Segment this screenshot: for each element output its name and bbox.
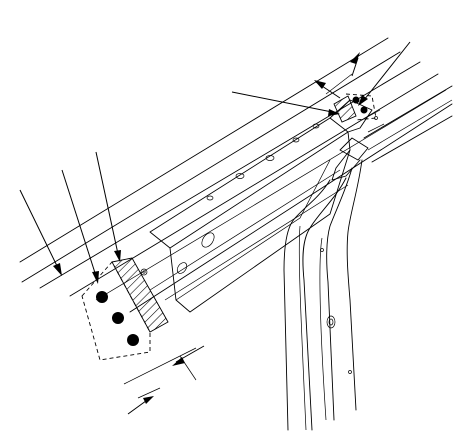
pillar — [283, 159, 363, 431]
lower-dimension — [123, 345, 205, 415]
spot-weld-4 — [352, 96, 360, 104]
upper-callouts — [231, 41, 411, 116]
lower-callouts — [19, 151, 121, 284]
upper-repair-panel — [333, 93, 377, 123]
side-rail-right — [363, 85, 453, 163]
inner-reinforcement — [140, 117, 351, 313]
spot-weld-3 — [127, 334, 139, 346]
spot-weld-5 — [360, 106, 368, 114]
lower-repair-panel — [81, 257, 169, 361]
spot-weld-2 — [112, 312, 124, 324]
spot-weld-1 — [96, 291, 108, 303]
